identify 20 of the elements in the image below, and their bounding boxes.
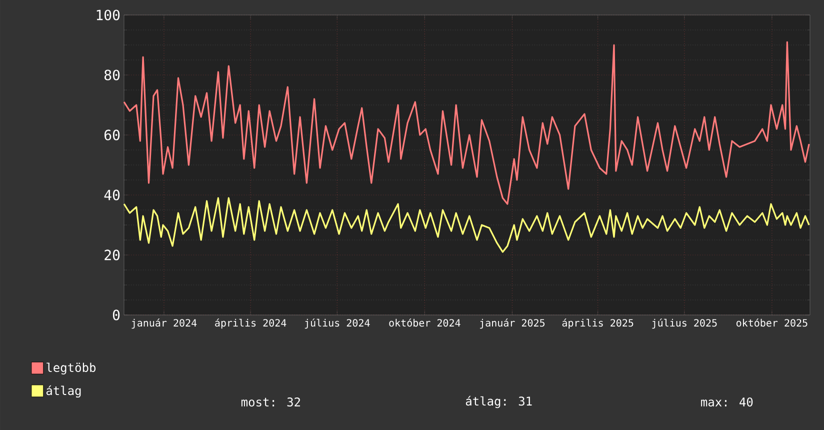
- x-tick-label: október 2025: [736, 318, 808, 327]
- y-tick-label: 100: [96, 10, 120, 20]
- y-tick-label: 20: [104, 250, 120, 260]
- y-tick-label: 60: [104, 130, 120, 140]
- text: most: 32: [241, 397, 300, 407]
- x-tick-label: április 2024: [215, 318, 286, 329]
- y-tick-label: 0: [112, 310, 120, 320]
- y-tick-label: 40: [104, 190, 120, 200]
- x-tick-label: január 2025: [480, 318, 545, 329]
- legend-label: legtöbb: [46, 362, 96, 374]
- x-tick-label: április 2025: [562, 318, 634, 329]
- line-series: [123, 197, 810, 253]
- x-tick-label: január 2024: [132, 318, 197, 329]
- y-tick-label: 80: [104, 70, 120, 80]
- legend-label: átlag: [46, 385, 81, 398]
- x-tick-label: július 2024: [304, 318, 370, 329]
- x-tick-label: október 2024: [389, 318, 460, 327]
- text: átlag: 31: [466, 396, 532, 408]
- text: max: 40: [701, 397, 753, 407]
- x-tick-label: július 2025: [652, 318, 717, 329]
